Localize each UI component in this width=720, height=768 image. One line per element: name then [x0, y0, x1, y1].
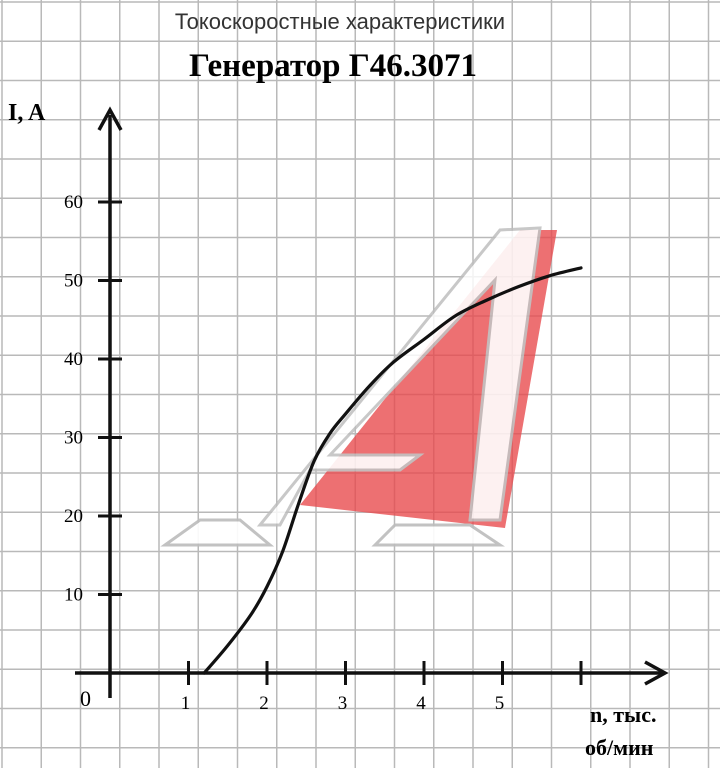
series-line [202, 266, 583, 675]
x-tick-label: 4 [416, 693, 426, 714]
x-axis-label-line2: об/мин [585, 735, 654, 760]
x-axis-arrow [644, 660, 669, 686]
y-tick-label: 30 [64, 428, 83, 449]
y-tick-label: 20 [64, 506, 83, 527]
x-tick-label: 2 [259, 693, 269, 714]
chart-title: Генератор Г46.3071 [189, 48, 477, 84]
plot-area [202, 266, 583, 675]
x-tick-label: 1 [181, 693, 191, 714]
x-tick-label: 5 [495, 693, 505, 714]
y-tick-label: 50 [64, 271, 83, 292]
axes [75, 106, 669, 698]
axis-ticks: 10 20 30 40 50 60 1 2 3 4 5 [64, 192, 583, 714]
y-axis-label: I, A [8, 100, 46, 126]
y-tick-label: 10 [64, 585, 83, 606]
y-tick-label: 40 [64, 349, 83, 370]
logo-letter-a-icon [160, 226, 557, 547]
x-axis-label-line1: n, тыс. [590, 702, 656, 727]
y-axis-arrow [97, 106, 123, 131]
chart-subtitle: Токоскоростные характеристики [175, 9, 505, 34]
origin-label: 0 [80, 686, 91, 711]
y-tick-label: 60 [64, 192, 83, 213]
x-tick-label: 3 [338, 693, 348, 714]
